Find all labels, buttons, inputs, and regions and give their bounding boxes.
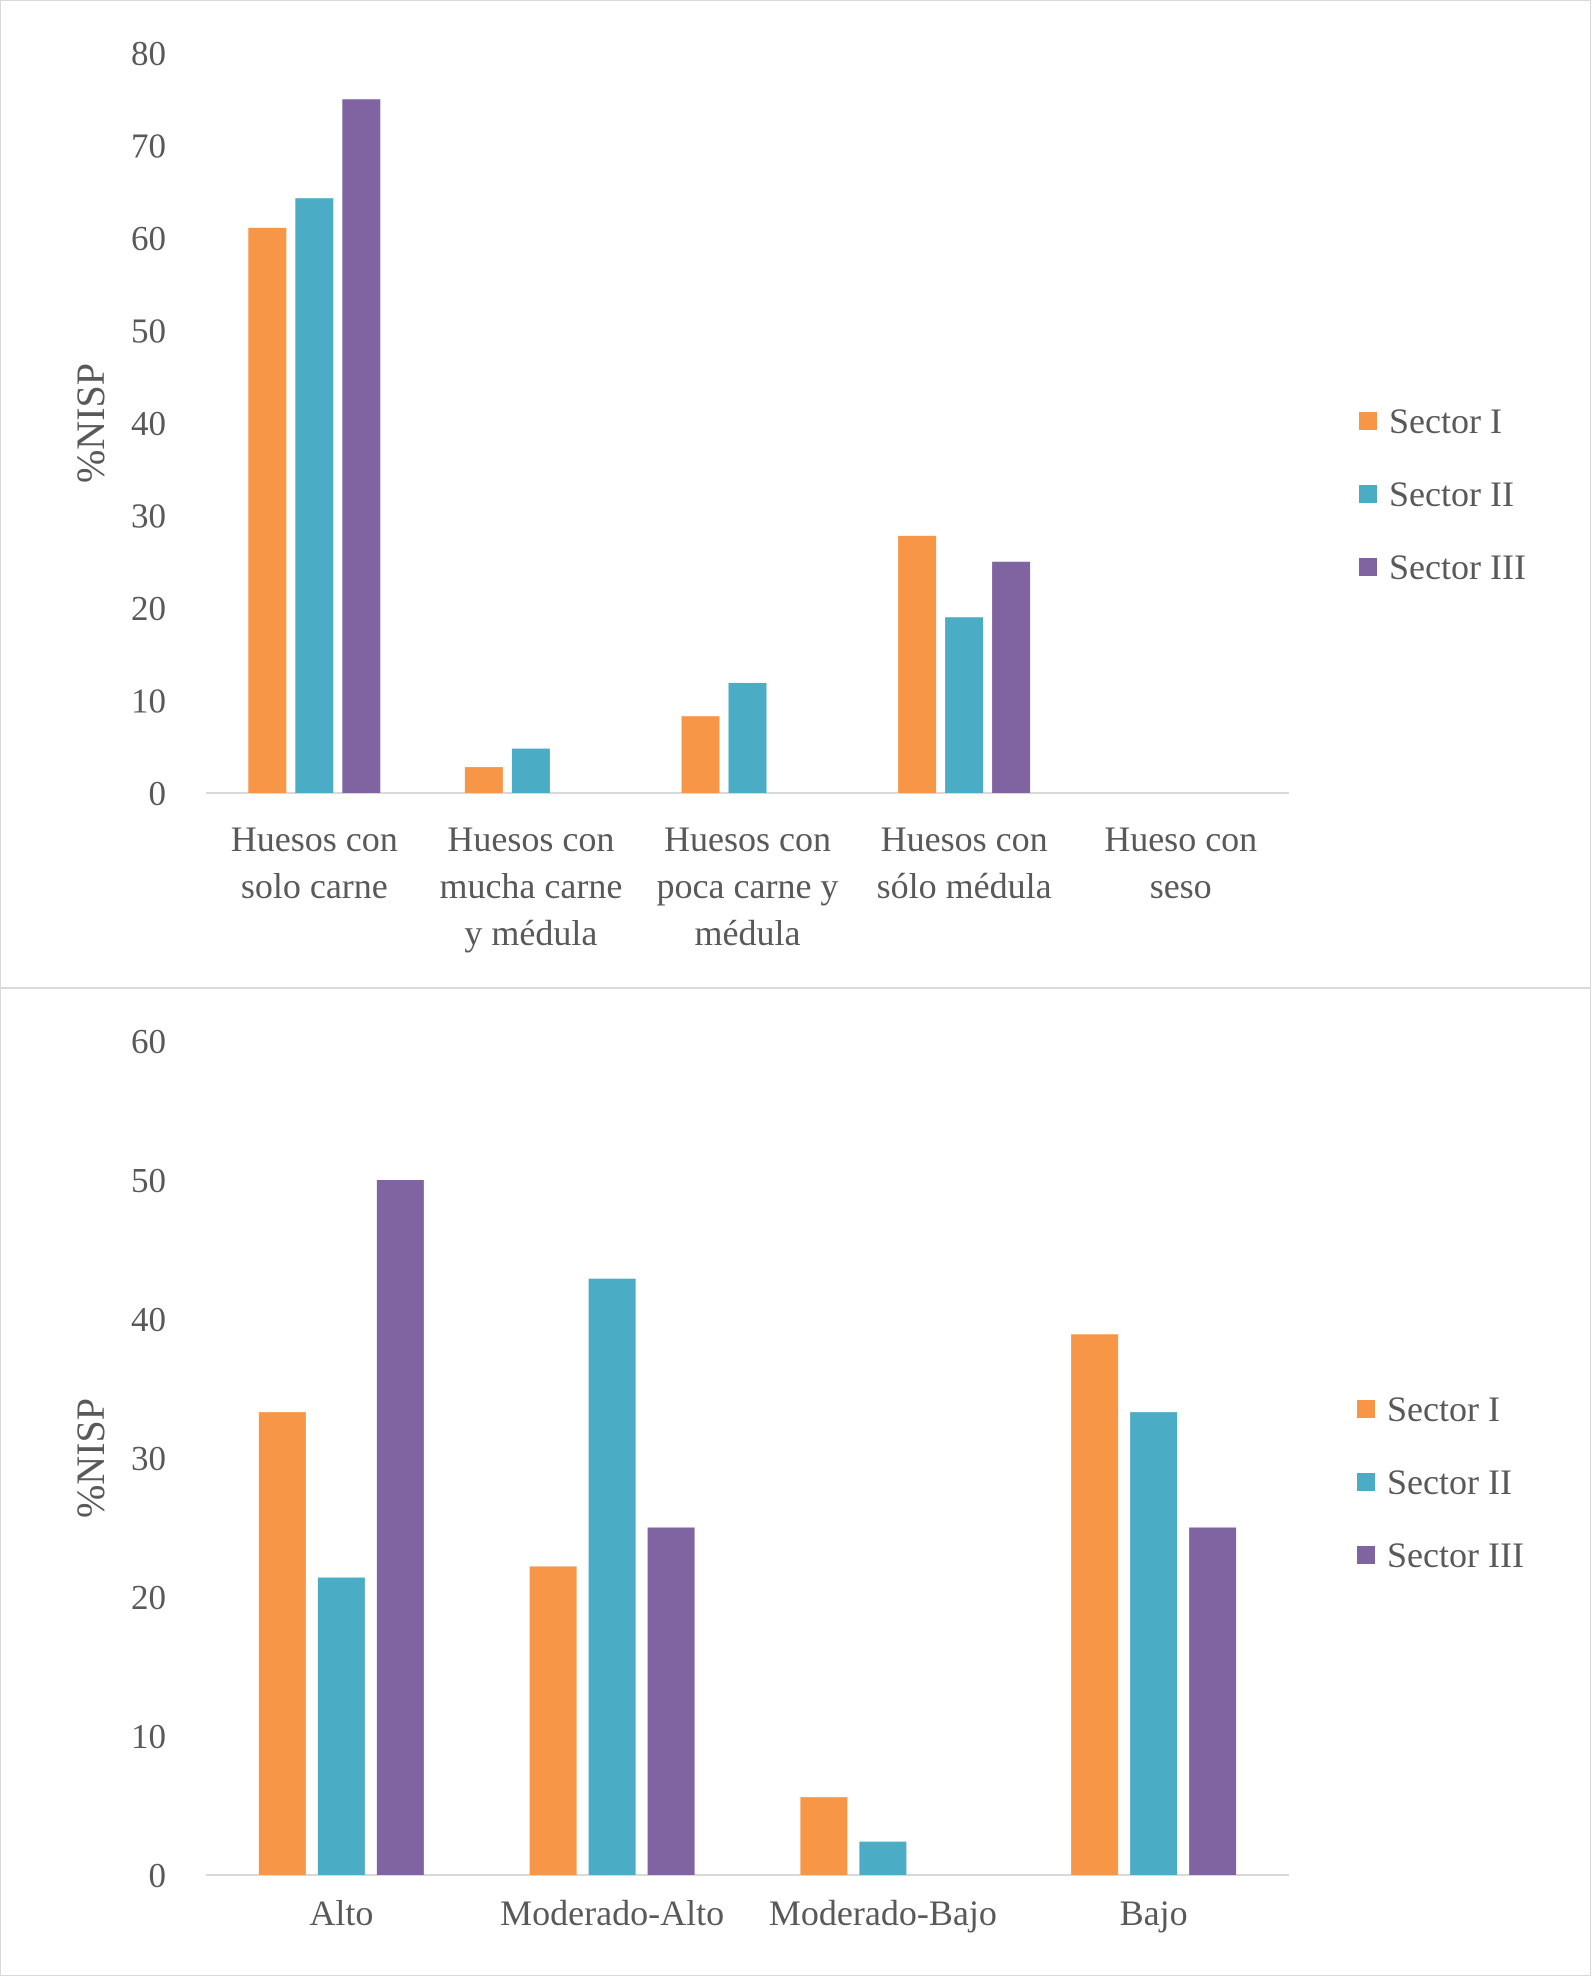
y-tick-label: 0 <box>149 1856 167 1895</box>
y-tick-label: 70 <box>131 127 166 166</box>
bar-sector-ii <box>859 1841 907 1875</box>
chart-panel-2: 0 10 20 30 40 50 60 %NISP Alto Moderado-Alto Moder… <box>0 988 1591 1976</box>
legend-label: Sector III <box>1387 1535 1524 1575</box>
bar-sector-ii <box>511 748 550 793</box>
bar-sector-iii <box>1189 1527 1237 1875</box>
bar-sector-i <box>258 1412 306 1875</box>
y-tick-label: 50 <box>131 312 166 351</box>
legend-label: Sector II <box>1389 474 1514 514</box>
bar-chart-meat-marrow: 0 10 20 30 40 50 60 70 80 %NISP Huesos con solo car… <box>68 34 1526 953</box>
x-category-label: Hueso con seso <box>1104 819 1257 906</box>
x-category-label: Bajo <box>1120 1893 1188 1933</box>
y-tick-label: 60 <box>131 1022 166 1061</box>
chart-panel-1: 0 10 20 30 40 50 60 70 80 %NISP Huesos con solo car… <box>0 0 1591 988</box>
y-tick-label: 80 <box>131 34 166 73</box>
bar-sector-i <box>464 767 503 793</box>
y-tick-label: 60 <box>131 219 166 258</box>
bar-sector-ii <box>295 198 334 794</box>
x-category-label: Huesos con mucha carne y médula <box>439 819 622 953</box>
legend-swatch <box>1359 558 1377 576</box>
bar-sector-i <box>1071 1334 1119 1875</box>
y-tick-label: 40 <box>131 1300 166 1339</box>
bar-sector-iii <box>992 561 1031 793</box>
bar-sector-ii <box>1130 1412 1178 1875</box>
bar-sector-i <box>898 535 937 793</box>
legend-label: Sector I <box>1387 1389 1500 1429</box>
bar-chart-yield-level: 0 10 20 30 40 50 60 %NISP Alto Moderado-Alto Moder… <box>68 1022 1524 1933</box>
bar-sector-iii <box>376 1180 424 1875</box>
legend-label: Sector III <box>1389 547 1526 587</box>
y-tick-label: 10 <box>131 682 166 721</box>
y-axis-title: %NISP <box>68 1398 113 1518</box>
y-tick-label: 20 <box>131 1578 166 1617</box>
legend-swatch <box>1359 485 1377 503</box>
y-axis-title: %NISP <box>68 363 113 483</box>
legend-swatch <box>1357 1473 1375 1491</box>
bar-sector-ii <box>945 617 984 793</box>
y-tick-label: 30 <box>131 497 166 536</box>
bar-sector-i <box>800 1797 848 1875</box>
x-category-label: Huesos con solo carne <box>231 819 398 906</box>
legend-label: Sector II <box>1387 1462 1512 1502</box>
y-tick-label: 20 <box>131 589 166 628</box>
bar-sector-ii <box>588 1278 636 1875</box>
legend-swatch <box>1357 1400 1375 1418</box>
x-category-label: Huesos con sólo médula <box>877 819 1052 906</box>
bar-sector-iii <box>342 99 381 793</box>
bar-sector-iii <box>647 1527 695 1875</box>
x-category-label: Alto <box>309 1893 373 1933</box>
bar-sector-i <box>248 227 287 793</box>
y-tick-label: 30 <box>131 1439 166 1478</box>
legend-label: Sector I <box>1389 401 1502 441</box>
x-category-label: Moderado-Alto <box>500 1893 724 1933</box>
x-category-label: Moderado-Bajo <box>769 1893 997 1933</box>
legend-swatch <box>1357 1546 1375 1564</box>
y-tick-label: 50 <box>131 1161 166 1200</box>
legend-swatch <box>1359 412 1377 430</box>
bar-sector-ii <box>317 1577 365 1875</box>
y-tick-label: 0 <box>149 774 167 813</box>
bar-sector-i <box>681 716 720 793</box>
x-category-label: Huesos con poca carne y médula <box>657 819 839 953</box>
y-tick-label: 10 <box>131 1717 166 1756</box>
bar-sector-i <box>529 1566 577 1875</box>
bar-sector-ii <box>728 682 767 793</box>
y-tick-label: 40 <box>131 404 166 443</box>
